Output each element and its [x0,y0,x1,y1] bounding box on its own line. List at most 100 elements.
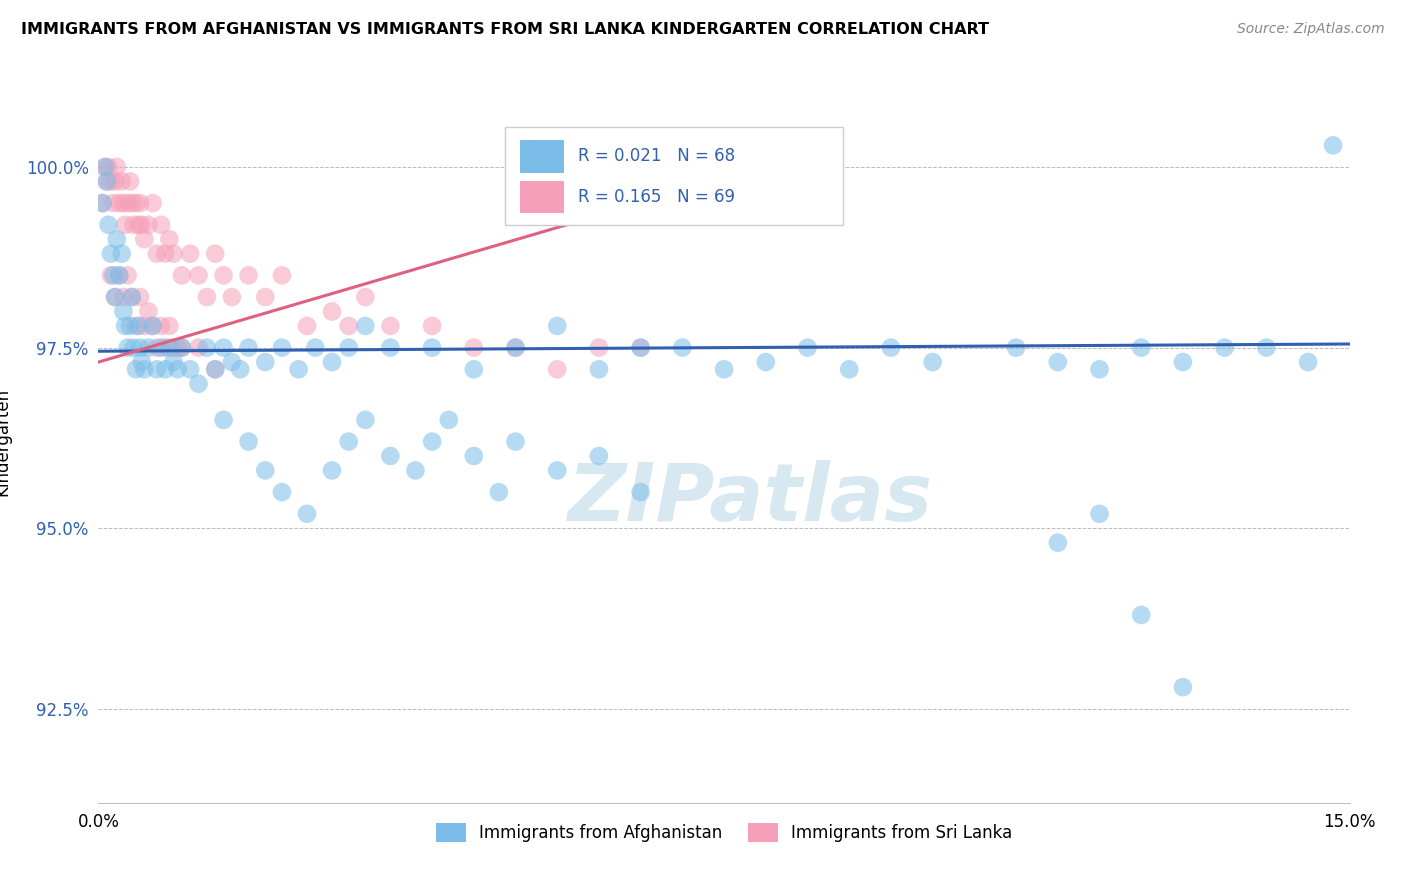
Point [187,376,209,391]
Point [1088,362,1111,376]
Point [122,341,145,355]
Point [112,196,135,211]
Point [337,318,360,333]
Point [238,434,260,449]
Point [166,362,188,376]
Point [104,290,127,304]
Point [354,318,377,333]
Point [271,341,294,355]
Text: Source: ZipAtlas.com: Source: ZipAtlas.com [1237,22,1385,37]
Text: R = 0.165   N = 69: R = 0.165 N = 69 [578,188,735,206]
Point [162,341,184,355]
Point [380,341,402,355]
Point [111,246,134,260]
Point [153,246,176,260]
Point [153,362,176,376]
Point [204,362,226,376]
Point [295,507,318,521]
Point [546,362,568,376]
Point [1322,138,1344,153]
Point [212,413,235,427]
Point [153,341,176,355]
Point [505,341,527,355]
Point [100,174,122,188]
Point [463,341,485,355]
Point [108,196,131,211]
Point [150,341,173,355]
Point [121,290,143,304]
Point [588,362,610,376]
Point [134,232,156,246]
Point [179,246,201,260]
Point [921,355,943,369]
Point [104,290,127,304]
Point [157,232,180,246]
Point [138,304,160,318]
Point [100,268,122,283]
Point [121,290,143,304]
Point [463,449,485,463]
Point [94,160,117,174]
Point [162,355,184,369]
Point [142,318,165,333]
Point [127,318,149,333]
Point [103,268,125,283]
Point [1213,341,1236,355]
Point [588,449,610,463]
Point [404,463,426,477]
Point [337,434,360,449]
Point [796,341,818,355]
Point [96,174,118,188]
Point [96,174,118,188]
Point [138,341,160,355]
Point [221,355,243,369]
Point [146,341,169,355]
Point [142,318,165,333]
Point [380,449,402,463]
Point [880,341,903,355]
Point [97,160,120,174]
Point [122,218,145,232]
Point [134,318,156,333]
Point [100,246,122,260]
Point [114,318,136,333]
Point [1005,341,1028,355]
Point [170,341,193,355]
Point [254,355,277,369]
Point [111,174,134,188]
Bar [520,181,564,213]
Point [463,362,485,376]
Point [671,341,693,355]
Point [755,355,778,369]
Point [321,304,343,318]
Point [420,434,443,449]
Point [713,362,735,376]
Point [117,196,139,211]
Point [112,304,135,318]
Point [150,318,173,333]
Point [166,341,188,355]
Text: ZIPatlas: ZIPatlas [567,460,932,539]
Point [838,362,860,376]
Point [127,218,149,232]
Point [488,485,510,500]
Point [1088,507,1111,521]
Point [131,218,153,232]
Point [195,290,218,304]
Point [630,341,652,355]
Bar [520,140,564,173]
Point [94,160,117,174]
Point [170,341,193,355]
Point [204,362,226,376]
Point [271,485,294,500]
Text: IMMIGRANTS FROM AFGHANISTAN VS IMMIGRANTS FROM SRI LANKA KINDERGARTEN CORRELATIO: IMMIGRANTS FROM AFGHANISTAN VS IMMIGRANT… [21,22,988,37]
Point [121,196,143,211]
Point [1046,355,1069,369]
Point [150,218,173,232]
Point [505,341,527,355]
Point [420,341,443,355]
Point [221,290,243,304]
Point [1171,680,1194,694]
Point [1171,355,1194,369]
Point [142,196,165,211]
